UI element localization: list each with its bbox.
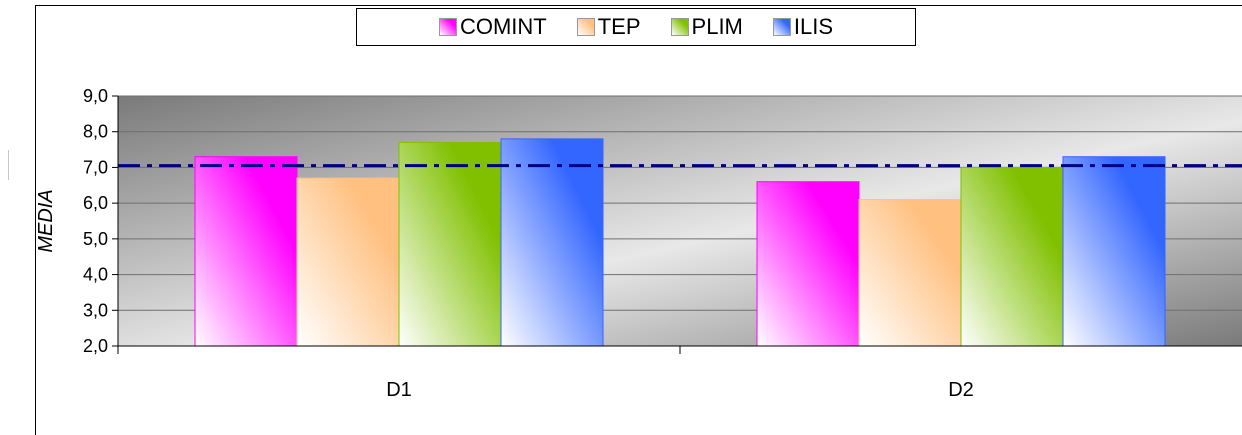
bar-plim-d2 bbox=[960, 166, 1064, 347]
y-tick-label: 4,0 bbox=[83, 265, 108, 285]
y-tick-label: 5,0 bbox=[83, 229, 108, 249]
bar-tep-d1 bbox=[296, 177, 400, 347]
legend-swatch-tep bbox=[576, 18, 595, 36]
legend-label-tep: TEP bbox=[597, 14, 641, 39]
legend-label-ilis: ILIS bbox=[793, 14, 834, 39]
axes bbox=[112, 95, 1242, 354]
legend-item-comint: COMINT bbox=[438, 14, 547, 40]
legend-label-comint: COMINT bbox=[459, 14, 547, 39]
chart-frame bbox=[35, 5, 1242, 435]
bar-plim-d1 bbox=[398, 141, 502, 347]
y-axis-label: MEDIA bbox=[35, 189, 57, 252]
bar-tep-d2 bbox=[858, 199, 962, 347]
bar-comint-d2 bbox=[756, 181, 860, 347]
x-tick-labels: D1 D2 bbox=[386, 379, 974, 401]
frame-mark bbox=[8, 150, 9, 180]
y-tick-label: 6,0 bbox=[83, 193, 108, 213]
y-tick-label: 9,0 bbox=[83, 86, 108, 106]
legend-item-plim: PLIM bbox=[670, 14, 743, 40]
legend-swatch-plim bbox=[670, 18, 689, 36]
legend-swatch-comint bbox=[438, 18, 457, 36]
y-tick-label: 3,0 bbox=[83, 300, 108, 320]
bars bbox=[194, 138, 1166, 347]
bar-ilis-d2 bbox=[1062, 156, 1166, 347]
legend-swatch-ilis bbox=[772, 18, 791, 36]
legend-item-tep: TEP bbox=[576, 14, 641, 40]
legend-label-plim: PLIM bbox=[691, 14, 743, 39]
legend-item-ilis: ILIS bbox=[772, 14, 834, 40]
bar-comint-d1 bbox=[194, 156, 298, 347]
y-tick-label: 2,0 bbox=[83, 336, 108, 356]
x-tick-label: D1 bbox=[386, 379, 412, 401]
legend: COMINT TEP PLIM ILIS bbox=[356, 8, 916, 46]
y-tick-labels: 2,0 3,0 4,0 5,0 6,0 7,0 8,0 9,0 bbox=[83, 86, 108, 356]
bar-ilis-d1 bbox=[500, 138, 604, 347]
x-tick-label: D2 bbox=[948, 379, 974, 401]
y-tick-label: 7,0 bbox=[83, 157, 108, 177]
y-tick-label: 8,0 bbox=[83, 122, 108, 142]
